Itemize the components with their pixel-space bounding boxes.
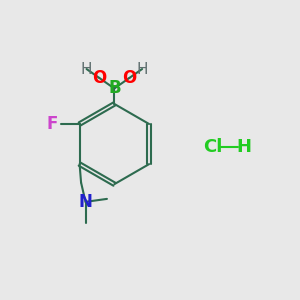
Text: F: F — [47, 115, 58, 133]
Text: H: H — [136, 61, 148, 76]
Text: N: N — [79, 193, 92, 211]
Text: O: O — [92, 69, 106, 87]
Text: O: O — [122, 69, 136, 87]
Text: Cl: Cl — [203, 138, 222, 156]
Text: H: H — [236, 138, 251, 156]
Text: B: B — [108, 80, 121, 98]
Text: H: H — [81, 61, 92, 76]
